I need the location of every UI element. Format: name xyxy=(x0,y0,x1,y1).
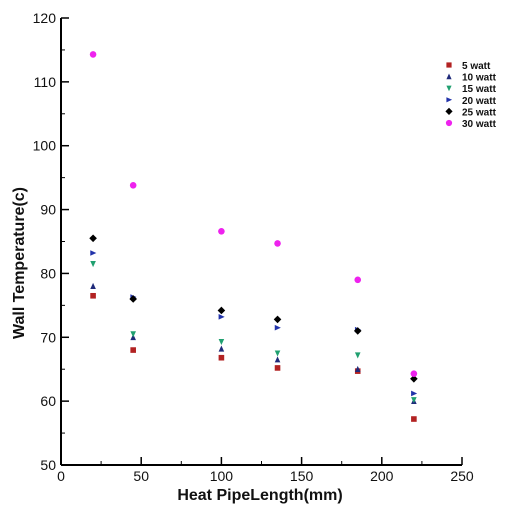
legend-label: 25 watt xyxy=(462,107,497,118)
data-point xyxy=(273,315,282,324)
data-point xyxy=(354,365,361,373)
x-tick-label: 150 xyxy=(290,468,314,484)
data-point xyxy=(354,352,361,359)
data-point xyxy=(130,347,136,353)
data-point xyxy=(218,338,225,346)
data-point xyxy=(274,365,281,371)
legend-label: 20 watt xyxy=(462,96,497,107)
data-point xyxy=(90,292,96,299)
legend-marker xyxy=(445,107,453,115)
data-point xyxy=(129,182,137,189)
y-tick-label: 70 xyxy=(40,329,56,345)
data-point xyxy=(274,356,281,363)
y-tick-label: 80 xyxy=(40,265,56,281)
series-2 xyxy=(90,261,417,404)
data-point xyxy=(129,295,137,303)
x-axis-ticks: 0 50 100 150 200 250 xyxy=(57,457,474,484)
data-point xyxy=(411,416,417,422)
legend-marker xyxy=(446,85,452,92)
data-point xyxy=(218,354,225,361)
y-tick-label: 110 xyxy=(34,74,57,90)
y-axis-title: Wall Temperature(c) xyxy=(11,187,28,339)
legend-marker xyxy=(446,62,452,68)
x-tick-label: 0 xyxy=(57,468,65,484)
data-point xyxy=(354,276,362,284)
legend-label: 10 watt xyxy=(462,73,497,84)
data-point xyxy=(218,345,225,352)
x-tick-label: 250 xyxy=(450,468,474,484)
data-point xyxy=(90,282,96,289)
data-point xyxy=(218,227,225,235)
legend-marker xyxy=(446,97,453,103)
legend-label: 15 watt xyxy=(462,84,497,95)
legend-marker xyxy=(445,119,453,127)
data-point xyxy=(89,234,97,243)
plot-area xyxy=(60,18,462,466)
x-tick-label: 100 xyxy=(210,468,234,484)
legend-marker xyxy=(446,73,452,80)
data-markers xyxy=(89,51,418,422)
series-4 xyxy=(89,234,418,383)
y-axis-ticks: 50 60 70 80 90 100 110 120 xyxy=(33,10,69,473)
y-tick-label: 100 xyxy=(33,138,57,154)
data-point xyxy=(274,350,281,357)
series-5 xyxy=(89,51,418,377)
data-point xyxy=(90,250,97,256)
data-point xyxy=(353,327,362,335)
data-point xyxy=(130,331,136,338)
y-tick-label: 120 xyxy=(33,10,57,26)
data-point xyxy=(89,51,97,58)
series-1 xyxy=(90,282,417,404)
y-tick-label: 90 xyxy=(40,202,56,218)
x-axis-title: Heat PipeLength(mm) xyxy=(177,487,342,504)
series-3 xyxy=(90,250,418,397)
y-tick-label: 50 xyxy=(40,457,56,473)
series-0 xyxy=(90,292,417,422)
x-tick-label: 200 xyxy=(370,468,394,484)
legend-label: 5 watt xyxy=(462,61,491,72)
data-point xyxy=(410,374,418,383)
data-point xyxy=(411,397,417,404)
data-point xyxy=(90,261,96,268)
data-point xyxy=(274,240,281,247)
y-tick-label: 60 xyxy=(40,393,56,409)
data-point xyxy=(274,324,281,331)
data-point xyxy=(217,306,226,315)
legend-label: 30 watt xyxy=(462,119,497,130)
data-point xyxy=(218,314,225,320)
data-point xyxy=(410,370,418,377)
x-tick-label: 50 xyxy=(133,468,149,484)
data-point xyxy=(411,390,418,397)
